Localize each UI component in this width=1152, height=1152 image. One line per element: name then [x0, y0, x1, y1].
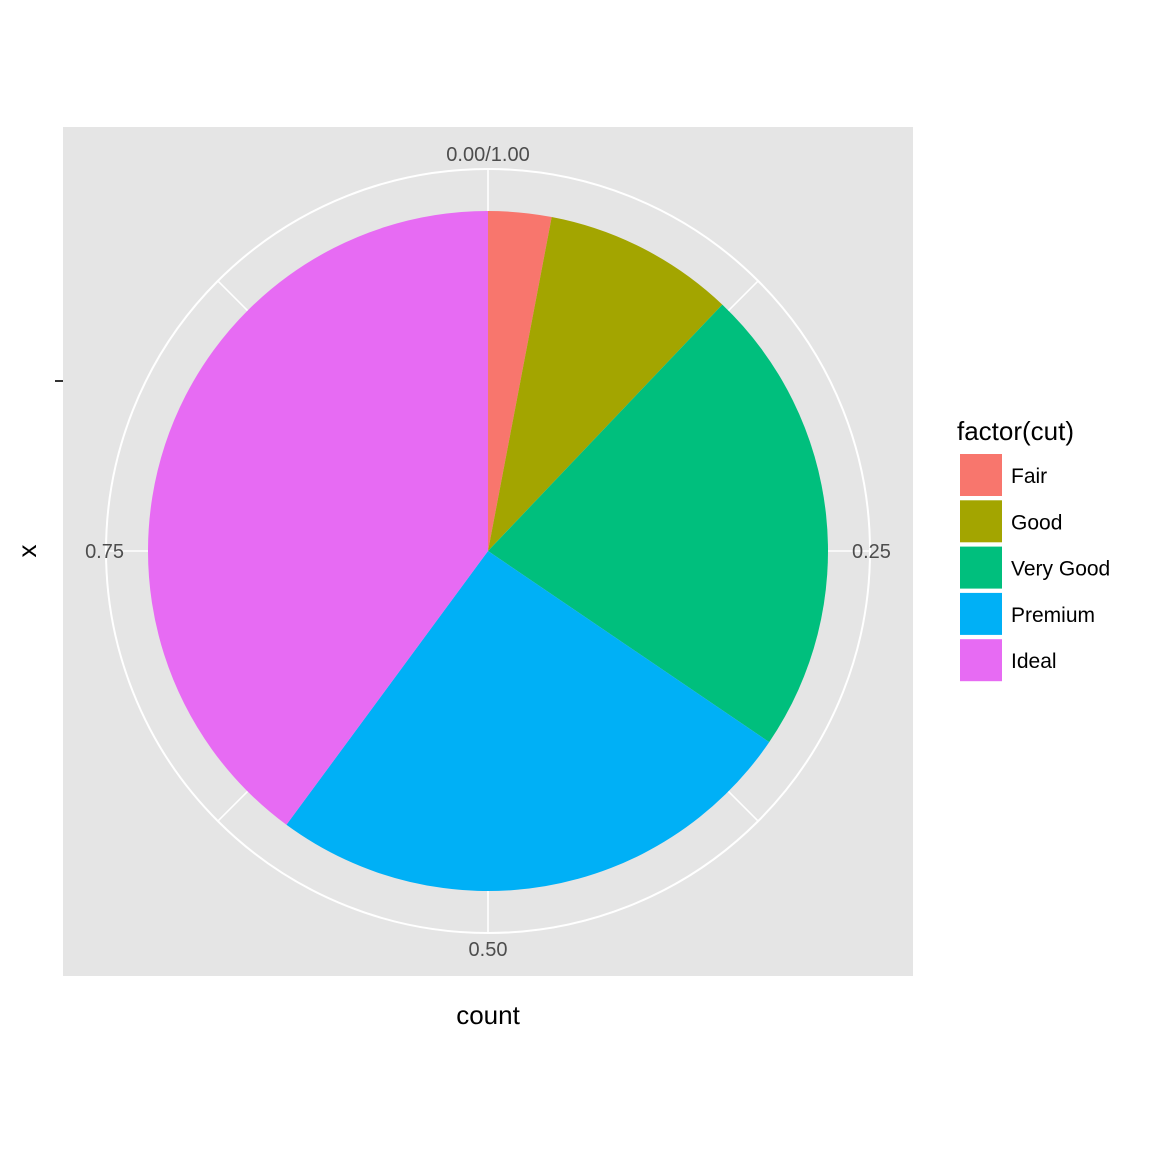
pie-slice-good [488, 217, 723, 551]
angle-tick-label: 0.75 [85, 541, 124, 563]
x-axis-title: x [12, 545, 42, 558]
legend-label: Ideal [1011, 650, 1057, 673]
legend-swatch [960, 546, 1002, 589]
pie-slice-premium [286, 551, 770, 891]
legend-items: Fair Good Very Good Premium Ideal [960, 454, 1110, 682]
pie-slice-fair [488, 211, 552, 551]
angle-tick-label: 0.50 [469, 939, 508, 961]
pie-slice-very-good [488, 304, 828, 743]
legend-swatch [960, 454, 1002, 496]
legend-swatch [960, 639, 1002, 682]
pie-slice-ideal [147, 211, 489, 825]
legend-swatch [960, 592, 1002, 635]
angle-tick-label: 0.25 [852, 541, 891, 563]
legend-label: Fair [1011, 465, 1047, 488]
legend-swatch [960, 500, 1002, 543]
legend: factor(cut) Fair Good Very Good Premium Idea… [957, 416, 1110, 682]
angle-tick-labels: 0.00/1.00 0.25 0.50 0.75 [85, 144, 891, 961]
angle-tick-label: 0.00/1.00 [446, 144, 529, 166]
legend-label: Very Good [1011, 558, 1110, 581]
legend-label: Premium [1011, 604, 1095, 627]
legend-label: Good [1011, 511, 1062, 534]
pie-slices [147, 211, 828, 891]
y-axis-title: count [456, 1000, 520, 1030]
legend-title: factor(cut) [957, 416, 1074, 446]
